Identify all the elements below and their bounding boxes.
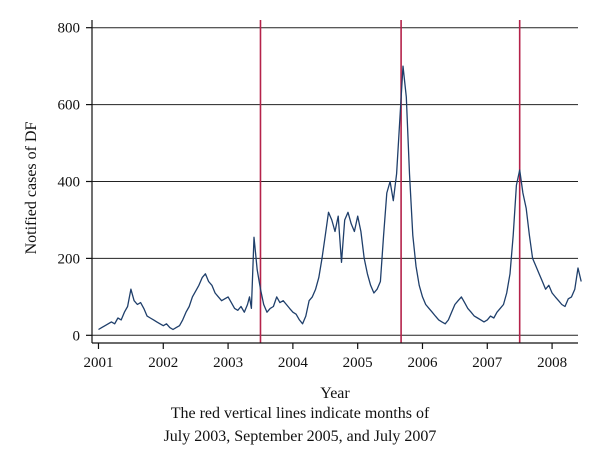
x-tick-label-2005: 2005 (343, 355, 373, 371)
x-tick-label-2003: 2003 (213, 355, 243, 371)
y-tick-label-800: 800 (58, 21, 81, 37)
series-line-0 (98, 65, 582, 331)
x-axis-title: Year (320, 385, 350, 400)
x-tick-label-2008: 2008 (537, 355, 567, 371)
x-tick-label-2006: 2006 (407, 355, 438, 371)
series-layer (98, 65, 582, 331)
y-tick-label-600: 600 (58, 98, 81, 114)
x-tick-label-2002: 2002 (148, 355, 178, 371)
y-tick-label-400: 400 (58, 175, 81, 191)
caption-line-2: July 2003, September 2005, and July 2007 (163, 428, 437, 445)
x-tick-label-2001: 2001 (83, 355, 113, 371)
x-tick-label-2007: 2007 (472, 355, 503, 371)
axes (86, 20, 578, 349)
dengue-line-chart: 0 200 400 600 800 2001 2002 2003 2004 2005 2006 200… (23, 20, 582, 400)
x-tick-label-2004: 2004 (278, 355, 309, 371)
y-tick-label-200: 200 (58, 251, 81, 267)
gridlines (92, 27, 578, 336)
y-axis-title: Notified cases of DF (23, 121, 40, 254)
tick-labels: 0 200 400 600 800 2001 2002 2003 2004 2005 2006 200… (58, 21, 568, 371)
caption-line-1: The red vertical lines indicate months o… (170, 405, 430, 422)
y-tick-label-0: 0 (73, 328, 81, 344)
